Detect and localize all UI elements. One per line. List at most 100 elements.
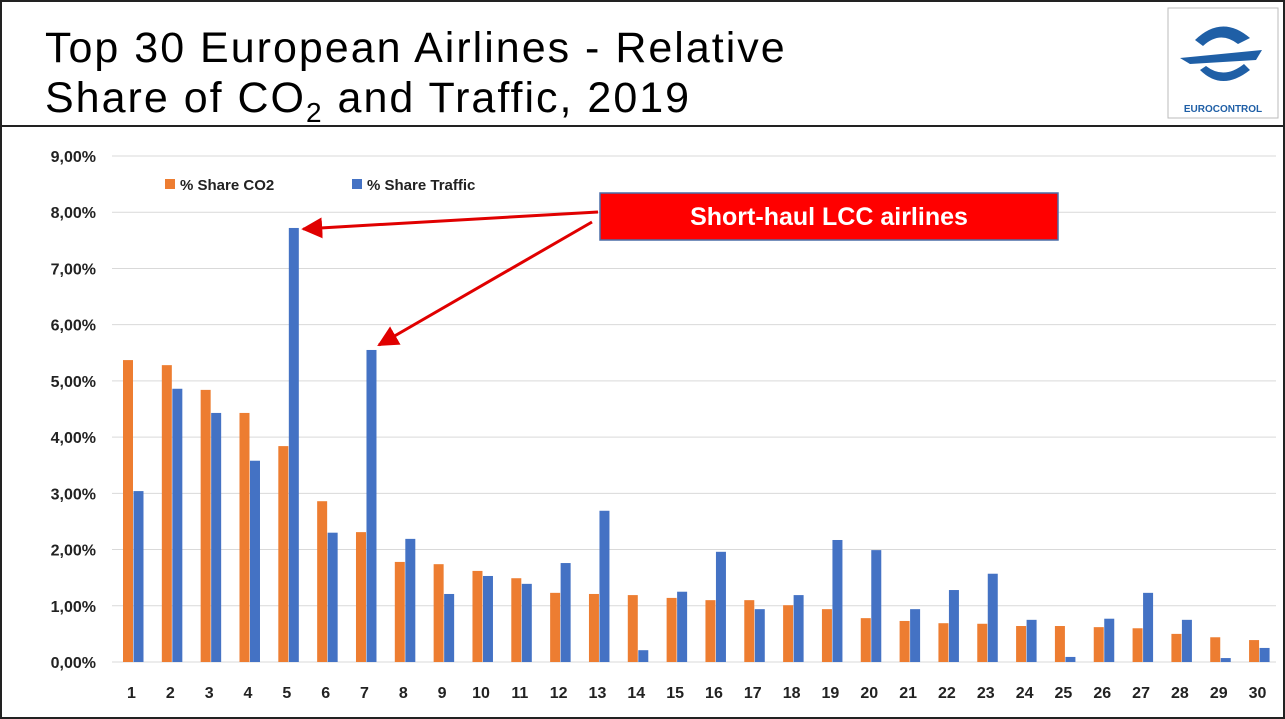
bar	[793, 595, 804, 662]
x-tick-label: 13	[589, 685, 607, 702]
x-tick-label: 10	[472, 685, 490, 702]
bar	[405, 538, 416, 662]
title-part: Share of CO	[45, 74, 306, 122]
x-tick-label: 9	[438, 685, 447, 702]
x-tick-label: 6	[321, 685, 330, 702]
bar	[317, 501, 328, 662]
x-tick-label: 4	[244, 685, 253, 702]
x-tick-label: 5	[282, 685, 291, 702]
logo-box	[1167, 7, 1279, 119]
bar	[1171, 633, 1182, 662]
bar	[1181, 619, 1192, 662]
bar	[1220, 658, 1231, 662]
y-tick-label: 0,00%	[51, 655, 96, 672]
annotation-text: Short-haul LCC airlines	[690, 203, 968, 231]
y-tick-label: 6,00%	[51, 318, 96, 335]
bar	[433, 564, 444, 662]
x-tick-label: 30	[1249, 685, 1267, 702]
bar	[744, 600, 755, 662]
bar	[599, 510, 610, 662]
x-tick-label: 8	[399, 685, 408, 702]
x-tick-label: 1	[127, 685, 136, 702]
bar	[1259, 647, 1270, 662]
bar	[161, 365, 172, 662]
y-tick-label: 7,00%	[51, 261, 96, 278]
y-tick-label: 2,00%	[51, 543, 96, 560]
chart-title-line2: Share of CO2 and Traffic, 2019	[45, 74, 691, 128]
bar	[327, 532, 338, 662]
bar	[366, 349, 377, 662]
logo-swoosh	[1180, 50, 1262, 64]
bar	[899, 620, 910, 662]
title-part: and Traffic, 2019	[324, 74, 692, 122]
x-tick-label: 2	[166, 685, 175, 702]
y-tick-label: 4,00%	[51, 430, 96, 447]
legend-swatch	[352, 179, 362, 189]
bar	[666, 597, 677, 662]
bar	[987, 573, 998, 662]
bar	[938, 623, 949, 662]
bar	[871, 550, 882, 662]
y-tick-label: 5,00%	[51, 374, 96, 391]
bar	[1249, 640, 1260, 662]
annotation-arrow	[301, 210, 599, 239]
bar	[355, 532, 366, 662]
x-tick-label: 29	[1210, 685, 1228, 702]
x-tick-label: 28	[1171, 685, 1189, 702]
bar	[588, 593, 599, 662]
y-tick-label: 9,00%	[51, 149, 96, 166]
y-tick-label: 1,00%	[51, 599, 96, 616]
bar	[832, 539, 843, 662]
x-tick-label: 14	[627, 685, 645, 702]
x-tick-label: 22	[938, 685, 956, 702]
bar	[705, 600, 716, 662]
legend-swatch	[165, 179, 175, 189]
x-tick-label: 12	[550, 685, 568, 702]
bar	[172, 388, 183, 662]
bar	[394, 561, 405, 662]
x-tick-label: 16	[705, 685, 723, 702]
bar	[627, 595, 638, 662]
bar	[1104, 618, 1115, 662]
bar	[1065, 656, 1076, 662]
bar	[511, 578, 522, 662]
bar	[550, 592, 561, 662]
x-tick-label: 21	[899, 685, 917, 702]
x-tick-label: 3	[205, 685, 214, 702]
bar	[211, 412, 222, 662]
bar	[1143, 592, 1154, 662]
bar	[677, 591, 688, 662]
x-tick-label: 15	[666, 685, 684, 702]
bar	[123, 360, 133, 662]
logo-text: EUROCONTROL	[1184, 104, 1262, 115]
bar	[249, 460, 260, 662]
bar	[200, 389, 211, 662]
annotation-box	[599, 192, 1059, 241]
x-tick-label: 26	[1093, 685, 1111, 702]
bar	[977, 623, 988, 662]
bar	[444, 593, 455, 662]
bar	[288, 227, 299, 662]
x-tick-label: 27	[1132, 685, 1150, 702]
title-subscript: 2	[306, 97, 324, 128]
bar	[1026, 619, 1037, 662]
logo-swoosh	[1195, 26, 1250, 46]
bar	[560, 563, 571, 662]
x-tick-label: 25	[1055, 685, 1073, 702]
x-tick-label: 18	[783, 685, 801, 702]
bar	[482, 575, 493, 662]
bar	[1210, 637, 1221, 662]
chart-title-line1: Top 30 European Airlines - Relative	[45, 24, 787, 72]
bar	[783, 605, 794, 662]
y-tick-label: 8,00%	[51, 205, 96, 222]
x-tick-label: 23	[977, 685, 995, 702]
bar	[821, 609, 832, 662]
bar	[638, 650, 649, 662]
bar	[1132, 628, 1143, 662]
bar	[278, 446, 289, 662]
bar	[1093, 627, 1104, 662]
logo-swoosh	[1200, 64, 1250, 81]
bar	[1054, 626, 1065, 662]
legend-label: % Share CO2	[180, 177, 274, 194]
